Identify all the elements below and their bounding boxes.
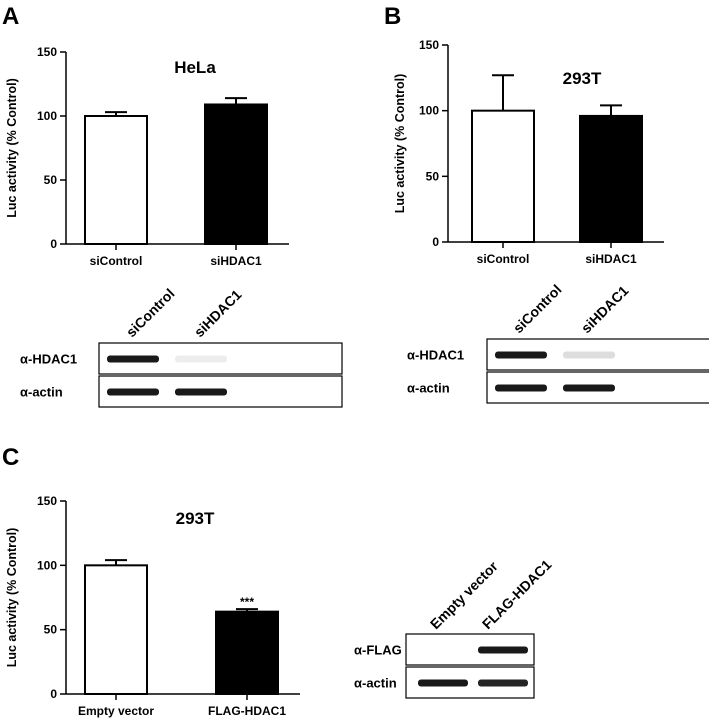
blot-band — [563, 384, 615, 392]
blot-lane-label: siHDAC1 — [578, 282, 632, 336]
chart-panel-a: A HeLa Luc activity (% Control) 0 50 100 150 si… — [2, 3, 289, 268]
y-tick-label: 100 — [37, 109, 57, 123]
chart-title: HeLa — [174, 58, 216, 77]
blot-band — [107, 388, 159, 396]
bar-sicontrol — [84, 115, 148, 245]
blot-row-label: α-actin — [407, 381, 450, 396]
x-tick-label: siControl — [477, 252, 530, 266]
y-tick-label: 0 — [50, 237, 57, 251]
blot-lane-label: siControl — [510, 281, 565, 336]
blot-row-label: α-FLAG — [354, 643, 402, 658]
blot-row-label: α-actin — [20, 385, 63, 400]
x-tick-label: siHDAC1 — [210, 254, 262, 268]
panel-label: C — [2, 444, 19, 471]
blot-lane-label: siHDAC1 — [191, 286, 245, 340]
x-tick-label: FLAG-HDAC1 — [208, 704, 286, 718]
y-tick-label: 150 — [37, 494, 57, 508]
blot-band — [563, 351, 615, 359]
chart-title: 293T — [176, 509, 215, 528]
panel-label: A — [2, 3, 19, 30]
blot-row-label: α-actin — [354, 676, 397, 691]
blot-band — [478, 646, 528, 654]
y-axis-label: Luc activity (% Control) — [5, 528, 19, 668]
y-tick-label: 150 — [419, 38, 439, 52]
y-tick-label: 100 — [37, 558, 57, 572]
bar-sihdac1 — [204, 103, 268, 246]
y-tick-label: 50 — [44, 173, 58, 187]
blot-band — [495, 351, 547, 359]
bar-empty-vector — [84, 564, 148, 695]
significance-label: *** — [240, 595, 254, 609]
x-tick-label: siHDAC1 — [585, 252, 637, 266]
chart-panel-b: B 293T Luc activity (% Control) 0 50 100 150 si… — [384, 3, 664, 266]
x-tick-label: siControl — [90, 254, 143, 268]
y-tick-label: 0 — [432, 235, 439, 249]
y-tick-label: 100 — [419, 104, 439, 118]
western-blot-b: siControl siHDAC1 α-HDAC1 α-actin — [407, 281, 709, 404]
chart-title: 293T — [563, 69, 602, 88]
y-axis-label: Luc activity (% Control) — [5, 78, 19, 218]
western-blot-a: siControl siHDAC1 α-HDAC1 α-actin — [20, 285, 343, 408]
panel-label: B — [384, 3, 401, 30]
y-tick-label: 50 — [44, 623, 58, 637]
blot-band — [418, 679, 468, 687]
blot-row-label: α-HDAC1 — [20, 352, 77, 367]
blot-band — [175, 355, 227, 363]
blot-band — [495, 384, 547, 392]
chart-panel-c: C 293T Luc activity (% Control) 0 50 100 150 Em… — [2, 444, 300, 718]
blot-band — [175, 388, 227, 396]
y-tick-label: 0 — [50, 687, 57, 701]
bar-flag-hdac1 — [215, 610, 279, 695]
blot-row-label: α-HDAC1 — [407, 348, 464, 363]
x-tick-label: Empty vector — [78, 704, 154, 718]
blot-band — [107, 355, 159, 363]
blot-band — [478, 679, 528, 687]
blot-lane-label: siControl — [123, 285, 178, 340]
y-axis-label: Luc activity (% Control) — [393, 74, 407, 214]
bar-sicontrol — [471, 109, 535, 243]
y-tick-label: 150 — [37, 45, 57, 59]
bar-sihdac1 — [579, 114, 643, 243]
y-tick-label: 50 — [426, 169, 440, 183]
